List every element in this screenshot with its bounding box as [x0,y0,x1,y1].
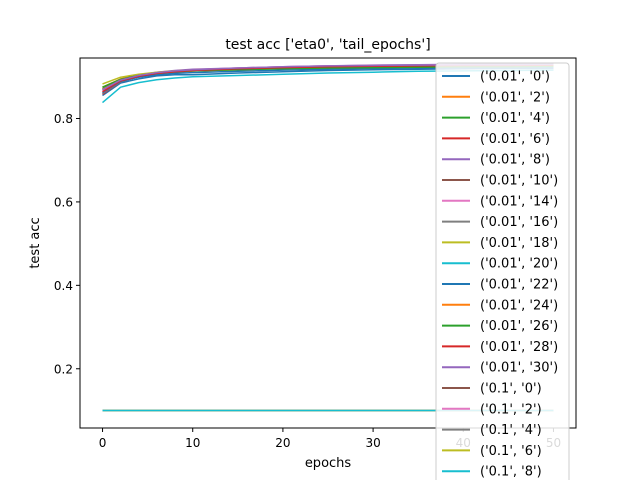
legend-label: ('0.1', '4') [480,423,542,438]
legend-label: ('0.01', '4') [480,111,550,126]
legend-label: ('0.01', '2') [480,90,550,105]
legend-label: ('0.01', '30') [480,361,558,376]
legend-label: ('0.1', '0') [480,382,542,397]
legend-label: ('0.1', '2') [480,402,542,417]
legend-label: ('0.01', '8') [480,153,550,168]
legend-item: ('0.1', '2') [442,402,542,417]
legend-label: ('0.01', '26') [480,319,558,334]
legend-label: ('0.01', '20') [480,257,558,272]
y-tick-label: 0.2 [54,362,73,376]
legend-item: ('0.01', '10') [442,174,558,189]
legend-label: ('0.01', '16') [480,215,558,230]
legend-item: ('0.01', '6') [442,132,550,147]
legend-item: ('0.01', '28') [442,340,558,355]
legend-item: ('0.1', '4') [442,423,542,438]
y-axis: 0.2 0.4 0.6 0.8 [54,112,80,376]
legend-items: ('0.01', '0') ('0.01', '2') ('0.01', '4') (… [442,70,558,480]
legend-item: ('0.01', '2') [442,90,550,105]
legend-item: ('0.01', '30') [442,361,558,376]
y-tick-label: 0.8 [54,112,73,126]
chart-title: test acc ['eta0', 'tail_epochs'] [225,37,430,53]
legend-item: ('0.1', '0') [442,382,542,397]
legend-label: ('0.01', '22') [480,278,558,293]
legend-item: ('0.01', '22') [442,278,558,293]
legend-item: ('0.01', '18') [442,236,558,251]
legend-item: ('0.01', '0') [442,70,550,85]
x-tick-label: 0 [99,436,107,450]
legend-label: ('0.01', '6') [480,132,550,147]
legend-item: ('0.01', '4') [442,111,550,126]
legend-item: ('0.01', '14') [442,194,558,209]
y-tick-label: 0.4 [54,279,73,293]
legend: ('0.01', '0') ('0.01', '2') ('0.01', '4') (… [435,62,570,480]
legend-item: ('0.1', '6') [442,444,542,459]
y-tick-label: 0.6 [54,195,73,209]
legend-item: ('0.01', '16') [442,215,558,230]
legend-item: ('0.01', '24') [442,298,558,313]
legend-item: ('0.01', '20') [442,257,558,272]
x-axis-label: epochs [305,456,352,471]
legend-label: ('0.01', '10') [480,174,558,189]
legend-label: ('0.1', '8') [480,465,542,480]
legend-label: ('0.01', '18') [480,236,558,251]
legend-item: ('0.1', '8') [442,465,542,480]
legend-label: ('0.01', '28') [480,340,558,355]
axes-frame [79,57,577,429]
x-tick-label: 20 [275,436,290,450]
y-axis-label: test acc [28,217,43,268]
legend-label: ('0.1', '6') [480,444,542,459]
legend-label: ('0.01', '14') [480,194,558,209]
legend-label: ('0.01', '24') [480,298,558,313]
x-tick-label: 30 [365,436,380,450]
legend-item: ('0.01', '8') [442,153,550,168]
legend-frame [435,62,570,480]
x-tick-label: 10 [185,436,200,450]
legend-label: ('0.01', '0') [480,70,550,85]
legend-item: ('0.01', '26') [442,319,558,334]
